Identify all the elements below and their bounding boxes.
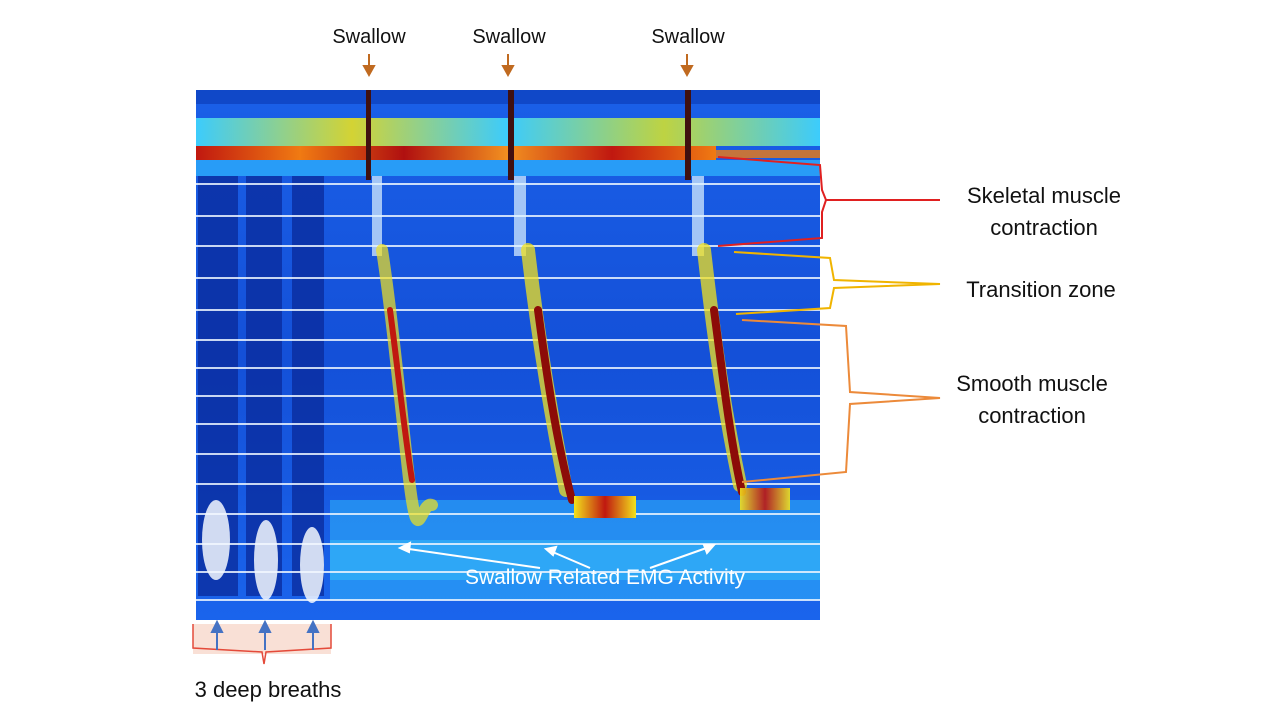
- peristaltic-wave-2: [521, 243, 576, 504]
- peristaltic-wave-1: [376, 244, 438, 526]
- emg-arrows: [397, 541, 717, 569]
- peristaltic-wave-3: [697, 243, 747, 496]
- smooth-label: Smooth muscle contraction: [932, 368, 1132, 432]
- swallow-label-2: Swallow: [472, 26, 546, 48]
- bolus-band-2: [574, 496, 636, 518]
- emg-activity-label: Swallow Related EMG Activity: [464, 566, 746, 589]
- ues-hot-band: [196, 146, 716, 160]
- breath-artifacts: [202, 500, 324, 603]
- smooth-label-line2: contraction: [978, 403, 1086, 428]
- skeletal-bracket: [717, 156, 940, 247]
- ues-hot-band-tail: [716, 150, 820, 158]
- swallow-label-1: Swallow: [332, 26, 406, 48]
- breath-arrows: [210, 619, 320, 650]
- swallow-arrows: [362, 54, 694, 78]
- smooth-label-line1: Smooth muscle: [956, 371, 1108, 396]
- swallow-label-3: Swallow: [651, 26, 725, 48]
- les-band: [330, 540, 820, 580]
- skeletal-label-line2: contraction: [990, 215, 1098, 240]
- skeletal-label: Skeletal muscle contraction: [944, 180, 1144, 244]
- bolus-band-3: [740, 488, 790, 510]
- smooth-bracket: [741, 319, 941, 483]
- breaths-bracket: [192, 624, 332, 665]
- transition-bracket: [733, 251, 941, 315]
- skeletal-label-line1: Skeletal muscle: [966, 183, 1122, 208]
- breaths-label: 3 deep breaths: [194, 677, 342, 702]
- swallow-spikes: [366, 90, 704, 256]
- transition-label: Transition zone: [966, 277, 1116, 302]
